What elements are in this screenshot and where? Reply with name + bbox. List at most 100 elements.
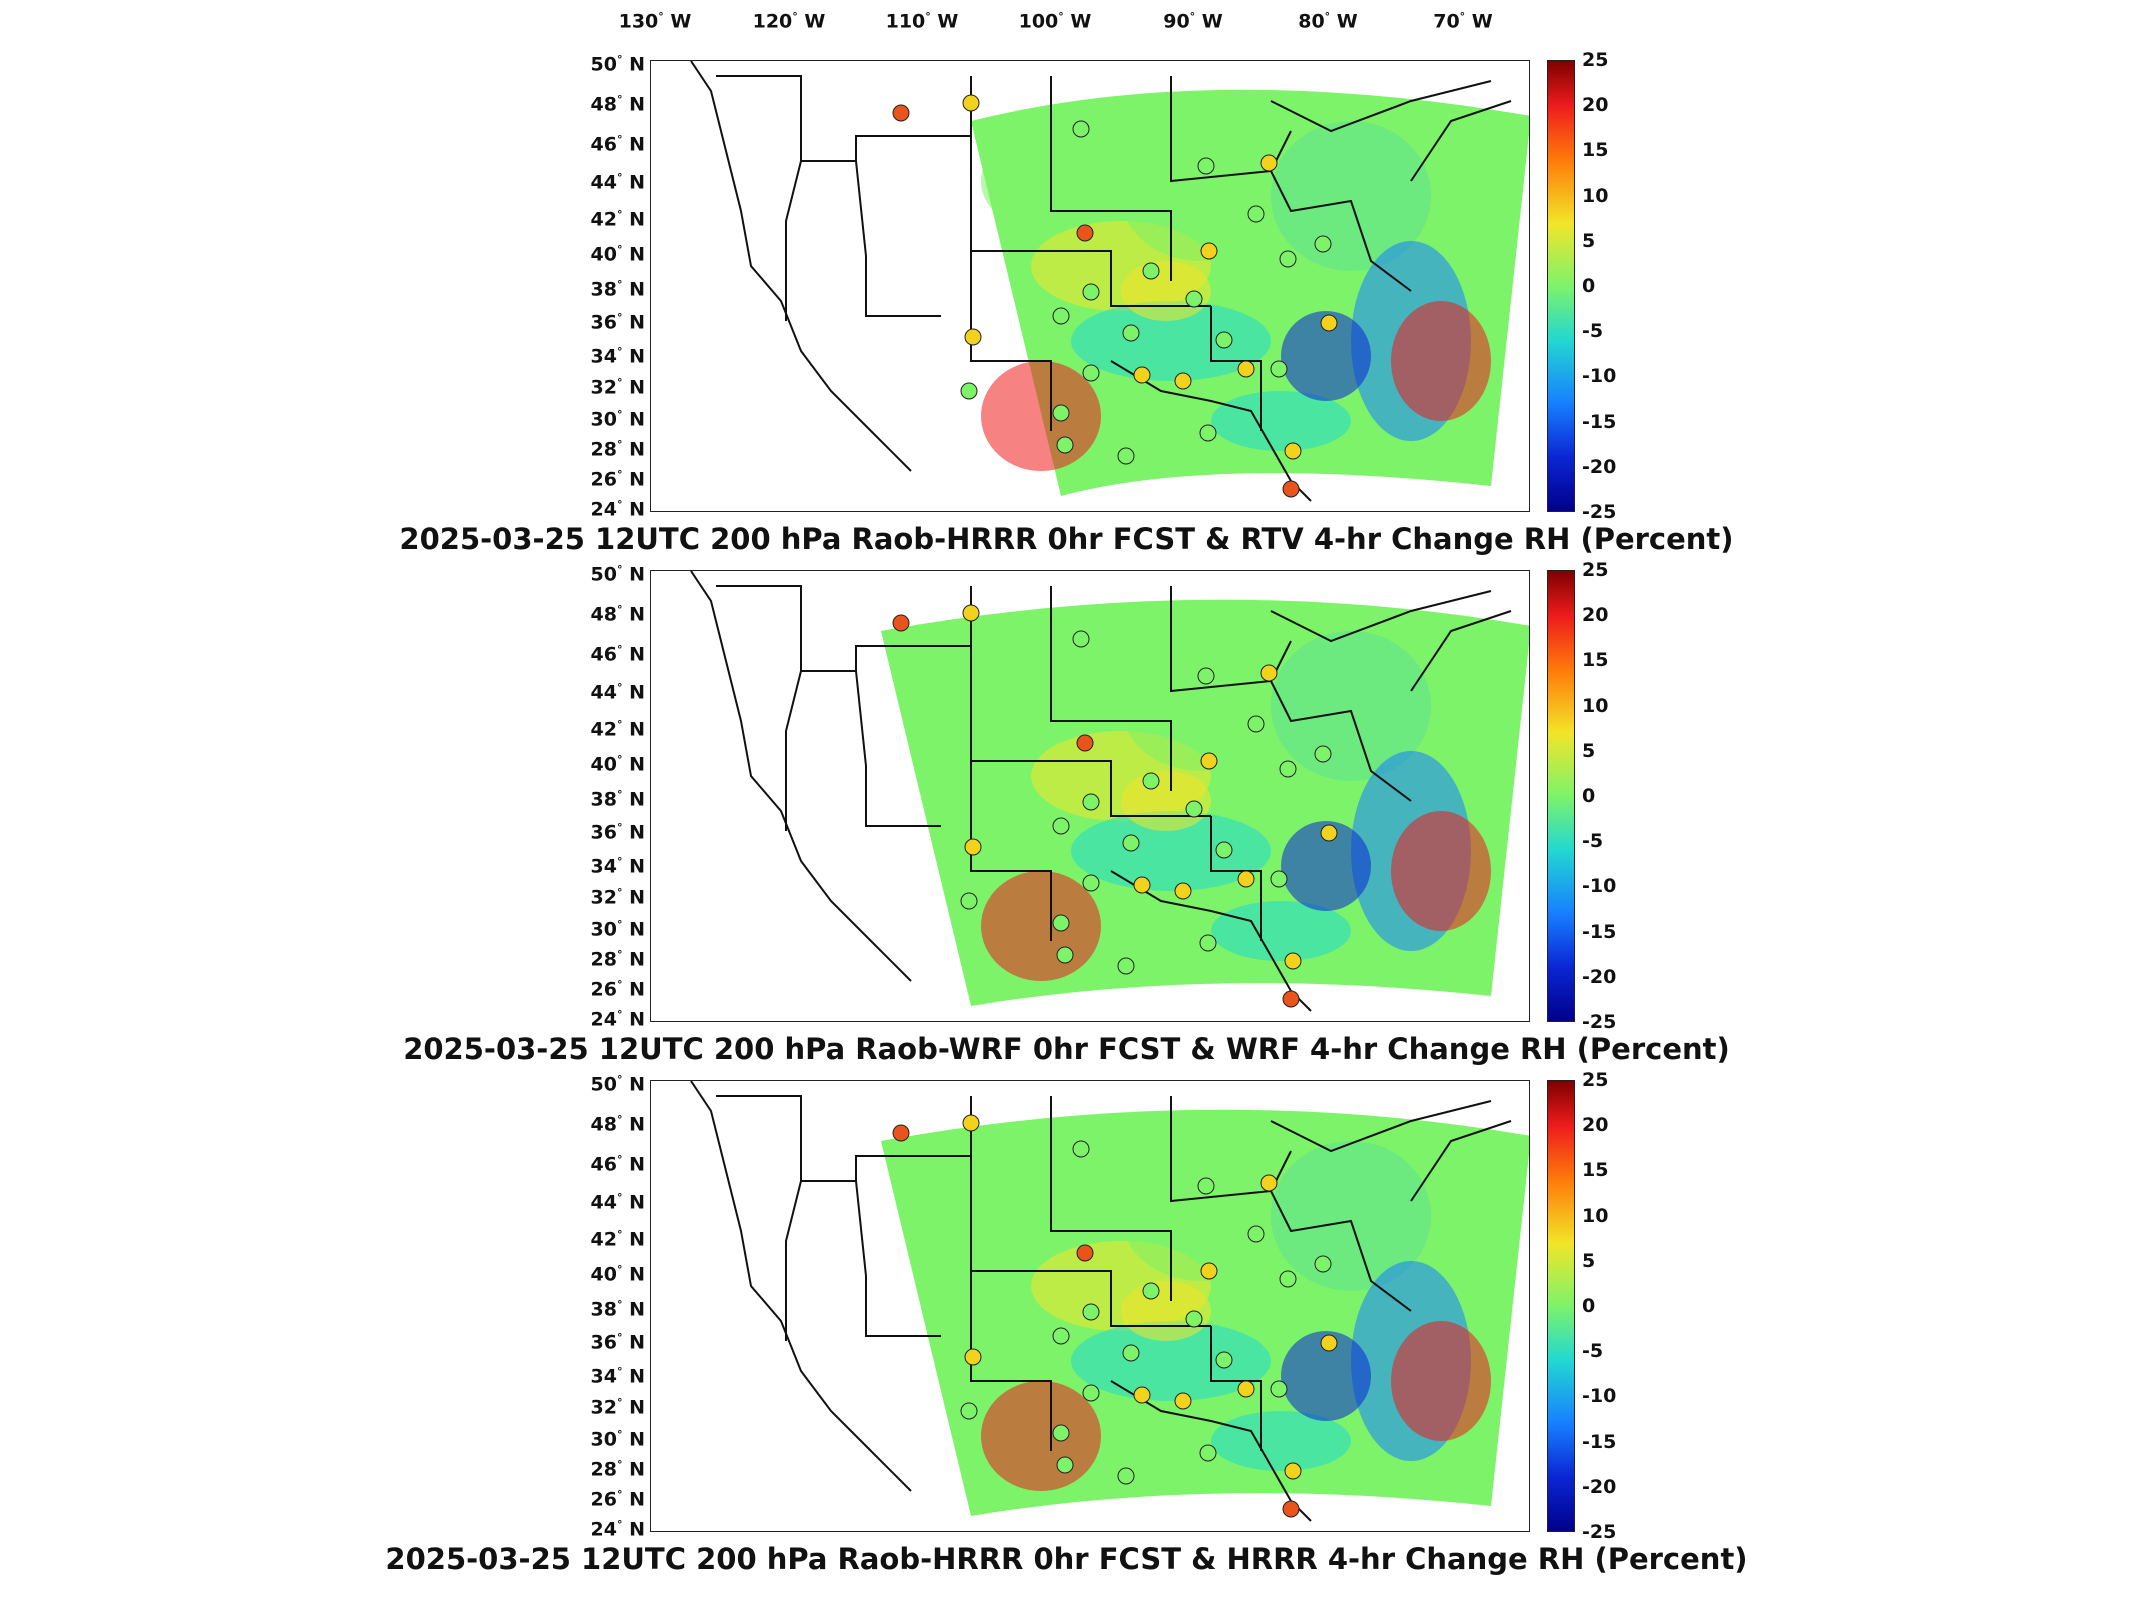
lat-label-24n: 24° N — [590, 1008, 645, 1031]
map-frame — [650, 60, 1530, 512]
raob-station-marker — [1199, 1444, 1217, 1462]
lon-label-100w: 100° W — [1018, 10, 1092, 33]
raob-station-marker — [1082, 793, 1100, 811]
rh-change-region — [1211, 391, 1351, 451]
map-frame — [650, 570, 1530, 1022]
lat-label-24n: 24° N — [590, 498, 645, 521]
raob-station-marker — [1076, 1244, 1094, 1262]
lat-label-36n: 36° N — [590, 311, 645, 334]
colorbar-tick: 15 — [1582, 649, 1609, 672]
raob-station-marker — [1282, 480, 1300, 498]
colorbar-tick: 5 — [1582, 229, 1596, 252]
lat-label-44n: 44° N — [590, 681, 645, 704]
rh-change-region — [1271, 631, 1431, 781]
raob-station-marker — [1052, 1327, 1070, 1345]
raob-station-marker — [1199, 934, 1217, 952]
colorbar-tick: 10 — [1582, 1204, 1609, 1227]
lon-label-90w: 90° W — [1163, 10, 1223, 33]
rh-change-region — [981, 361, 1101, 471]
raob-station-marker — [1215, 841, 1233, 859]
map-canvas — [690, 61, 1529, 502]
state-boundary — [1210, 306, 1262, 431]
state-boundary — [1410, 610, 1512, 692]
state-boundary — [971, 250, 1211, 307]
raob-station-marker — [960, 892, 978, 910]
state-boundary — [1170, 1096, 1292, 1203]
lat-label-34n: 34° N — [590, 345, 645, 368]
lat-label-38n: 38° N — [590, 788, 645, 811]
raob-station-marker — [1200, 1262, 1218, 1280]
raob-station-marker — [1082, 364, 1100, 382]
lat-label-32n: 32° N — [590, 376, 645, 399]
state-boundary — [1170, 76, 1292, 183]
raob-station-marker — [1117, 447, 1135, 465]
raob-station-marker — [1197, 667, 1215, 685]
rh-change-region — [1121, 1281, 1211, 1341]
lat-label-46n: 46° N — [590, 133, 645, 156]
raob-station-marker — [1260, 154, 1278, 172]
lat-label-48n: 48° N — [590, 93, 645, 116]
raob-station-marker — [1320, 824, 1338, 842]
lat-label-44n: 44° N — [590, 171, 645, 194]
state-boundary — [970, 646, 1052, 941]
state-boundary — [970, 136, 1052, 431]
raob-station-marker — [1320, 314, 1338, 332]
rh-change-region — [981, 1381, 1101, 1491]
raob-station-marker — [1122, 834, 1140, 852]
raob-station-marker — [1133, 366, 1151, 384]
raob-station-marker — [892, 104, 910, 122]
raob-station-marker — [1185, 1310, 1203, 1328]
map-canvas — [690, 1081, 1529, 1522]
raob-station-marker — [1237, 1380, 1255, 1398]
raob-station-marker — [1052, 914, 1070, 932]
colorbar-tick: -15 — [1582, 410, 1617, 433]
state-boundary — [1050, 586, 1172, 791]
raob-station-marker — [1279, 1270, 1297, 1288]
lon-label-130w: 130° W — [618, 10, 692, 33]
rh-change-region — [1121, 131, 1281, 261]
state-boundary — [1410, 100, 1512, 182]
raob-station-marker — [1072, 630, 1090, 648]
map-panel-raob-hrrr: 2025-03-25 12UTC 200 hPa Raob-HRRR 0hr F… — [0, 1070, 2133, 1580]
colorbar-tick: -10 — [1582, 875, 1617, 898]
state-boundary — [1050, 1096, 1172, 1301]
rh-change-region — [1121, 641, 1281, 771]
lon-label-80w: 80° W — [1298, 10, 1358, 33]
map-canvas — [690, 571, 1529, 1012]
raob-station-marker — [1072, 1140, 1090, 1158]
colorbar-tick: 0 — [1582, 275, 1596, 297]
lat-label-30n: 30° N — [590, 1428, 645, 1451]
raob-station-marker — [1279, 760, 1297, 778]
raob-station-marker — [1279, 250, 1297, 268]
raob-station-marker — [960, 1402, 978, 1420]
raob-station-marker — [1056, 1456, 1074, 1474]
raob-station-marker — [1314, 745, 1332, 763]
lat-label-38n: 38° N — [590, 1298, 645, 1321]
raob-station-marker — [1284, 442, 1302, 460]
raob-station-marker — [1117, 1467, 1135, 1485]
colorbar-tick: -15 — [1582, 1430, 1617, 1453]
colorbar-tick: 15 — [1582, 139, 1609, 162]
colorbar-tick: 0 — [1582, 785, 1596, 807]
state-boundary — [1410, 1120, 1512, 1202]
raob-station-marker — [1076, 734, 1094, 752]
panel-caption: 2025-03-25 12UTC 200 hPa Raob-HRRR 0hr F… — [399, 522, 1734, 556]
raob-station-marker — [1072, 120, 1090, 138]
lat-label-36n: 36° N — [590, 821, 645, 844]
lat-label-34n: 34° N — [590, 855, 645, 878]
raob-station-marker — [1200, 242, 1218, 260]
colorbar-tick: 20 — [1582, 604, 1609, 627]
raob-station-marker — [1197, 157, 1215, 175]
lon-label-70w: 70° W — [1433, 10, 1493, 33]
raob-station-marker — [1122, 1344, 1140, 1362]
state-boundary — [1270, 680, 1412, 802]
raob-station-marker — [960, 382, 978, 400]
state-boundary — [1210, 1326, 1262, 1451]
rh-change-region — [1391, 301, 1491, 421]
raob-station-marker — [1215, 1351, 1233, 1369]
state-boundary — [970, 1156, 1052, 1451]
raob-station-marker — [964, 328, 982, 346]
lat-label-46n: 46° N — [590, 643, 645, 666]
raob-station-marker — [1237, 360, 1255, 378]
raob-station-marker — [962, 94, 980, 112]
